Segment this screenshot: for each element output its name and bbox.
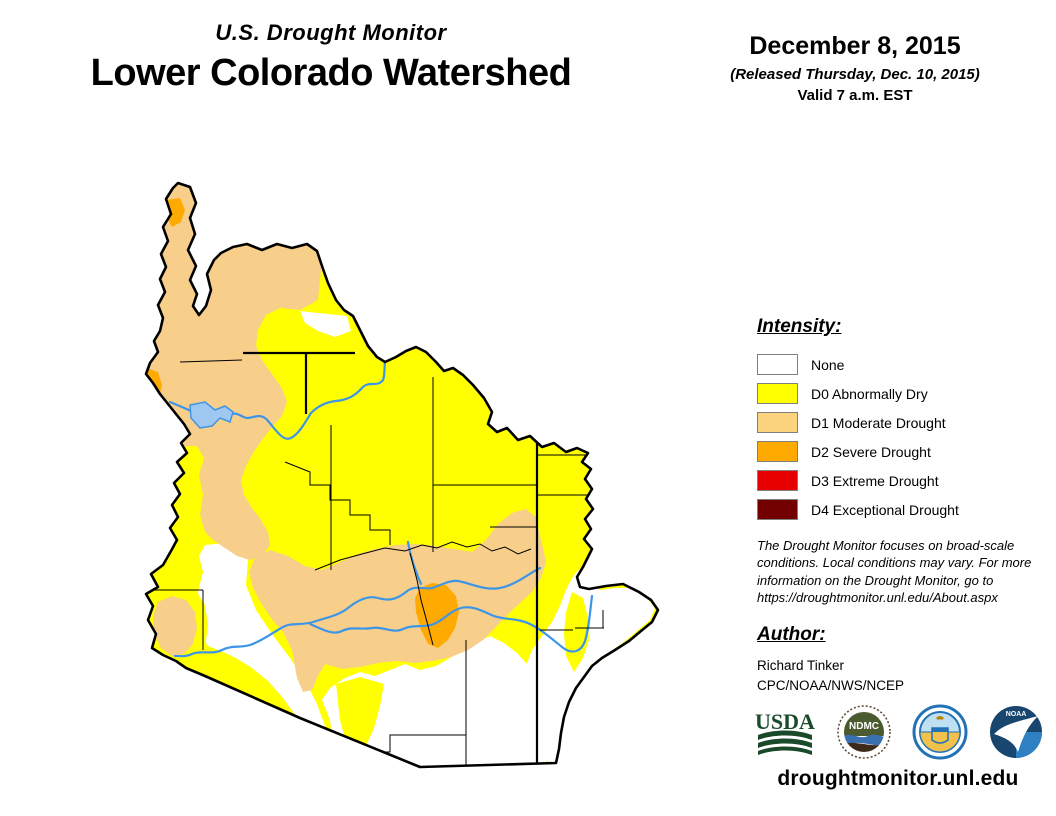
legend-item-label: D4 Exceptional Drought xyxy=(811,501,959,518)
report-date: December 8, 2015 xyxy=(749,32,961,60)
none-region-north-notch xyxy=(300,311,351,337)
disclaimer-text: The Drought Monitor focuses on broad-sca… xyxy=(757,538,1032,605)
county-lines xyxy=(146,313,604,765)
none-region-southwest-band xyxy=(198,542,331,758)
author-org: CPC/NOAA/NWS/NCEP xyxy=(757,677,905,693)
usda-logo-text: USDA xyxy=(755,709,815,734)
author-heading: Author: xyxy=(757,624,826,645)
legend-swatch xyxy=(757,412,798,433)
legend-item-label: None xyxy=(811,356,845,373)
river-colorado xyxy=(230,360,387,440)
title-block: U.S. Drought Monitor Lower Colorado Wate… xyxy=(0,20,662,95)
none-region-southeast xyxy=(526,570,655,766)
date-block: December 8, 2015 (Released Thursday, Dec… xyxy=(690,32,1020,104)
logo-row: USDA NDMC NOAA xyxy=(754,704,1044,760)
legend: Intensity: None D0 Abnormally Dry D1 Mod… xyxy=(757,316,1047,524)
website-url: droughtmonitor.unl.edu xyxy=(777,767,1019,790)
none-region-south xyxy=(322,636,548,767)
legend-item-label: D0 Abnormally Dry xyxy=(811,385,928,402)
commerce-seal-logo xyxy=(912,704,968,760)
legend-swatch xyxy=(757,441,798,462)
ndmc-logo: NDMC xyxy=(837,705,891,759)
county-lines-major xyxy=(243,351,539,765)
d1-patch-southwest xyxy=(153,596,197,656)
usda-logo: USDA xyxy=(755,709,815,755)
report-kicker: U.S. Drought Monitor xyxy=(215,20,447,45)
ndmc-logo-text: NDMC xyxy=(849,721,879,732)
d1-regions xyxy=(146,183,546,692)
watershed-outline xyxy=(144,181,660,769)
noaa-logo-text: NOAA xyxy=(1006,711,1027,718)
legend-item-label: D3 Extreme Drought xyxy=(811,472,939,489)
page-title: Lower Colorado Watershed xyxy=(90,52,572,94)
legend-item-label: D1 Moderate Drought xyxy=(811,414,946,431)
lake-mead xyxy=(189,401,234,429)
drought-map xyxy=(144,181,660,769)
author-name: Richard Tinker xyxy=(757,658,845,673)
d2-spot-north-prong xyxy=(166,198,185,227)
legend-swatch xyxy=(757,499,798,520)
legend-items: None D0 Abnormally Dry D1 Moderate Droug… xyxy=(757,350,1047,524)
author-block: Author: Richard Tinker CPC/NOAA/NWS/NCEP xyxy=(757,624,904,695)
legend-heading: Intensity: xyxy=(757,316,842,337)
legend-item: D2 Severe Drought xyxy=(757,437,1047,466)
valid-time: Valid 7 a.m. EST xyxy=(797,87,913,104)
legend-item: D4 Exceptional Drought xyxy=(757,495,1047,524)
d1-region-central-band xyxy=(249,509,546,692)
legend-item: D3 Extreme Drought xyxy=(757,466,1047,495)
d1-region-northwest xyxy=(146,183,325,560)
river-salt xyxy=(173,566,542,658)
legend-item: D0 Abnormally Dry xyxy=(757,379,1047,408)
d0-tongue-south xyxy=(336,677,384,752)
legend-swatch xyxy=(757,354,798,375)
release-date: (Released Thursday, Dec. 10, 2015) xyxy=(730,66,980,83)
none-regions xyxy=(198,311,655,767)
legend-item: D1 Moderate Drought xyxy=(757,408,1047,437)
legend-swatch xyxy=(757,470,798,491)
river-gila xyxy=(308,594,594,653)
legend-item-label: D2 Severe Drought xyxy=(811,443,931,460)
d2-spot-central xyxy=(415,583,459,648)
legend-item: None xyxy=(757,350,1047,379)
noaa-logo: NOAA xyxy=(990,706,1042,758)
river-colorado-west-stub xyxy=(168,400,193,413)
legend-swatch xyxy=(757,383,798,404)
